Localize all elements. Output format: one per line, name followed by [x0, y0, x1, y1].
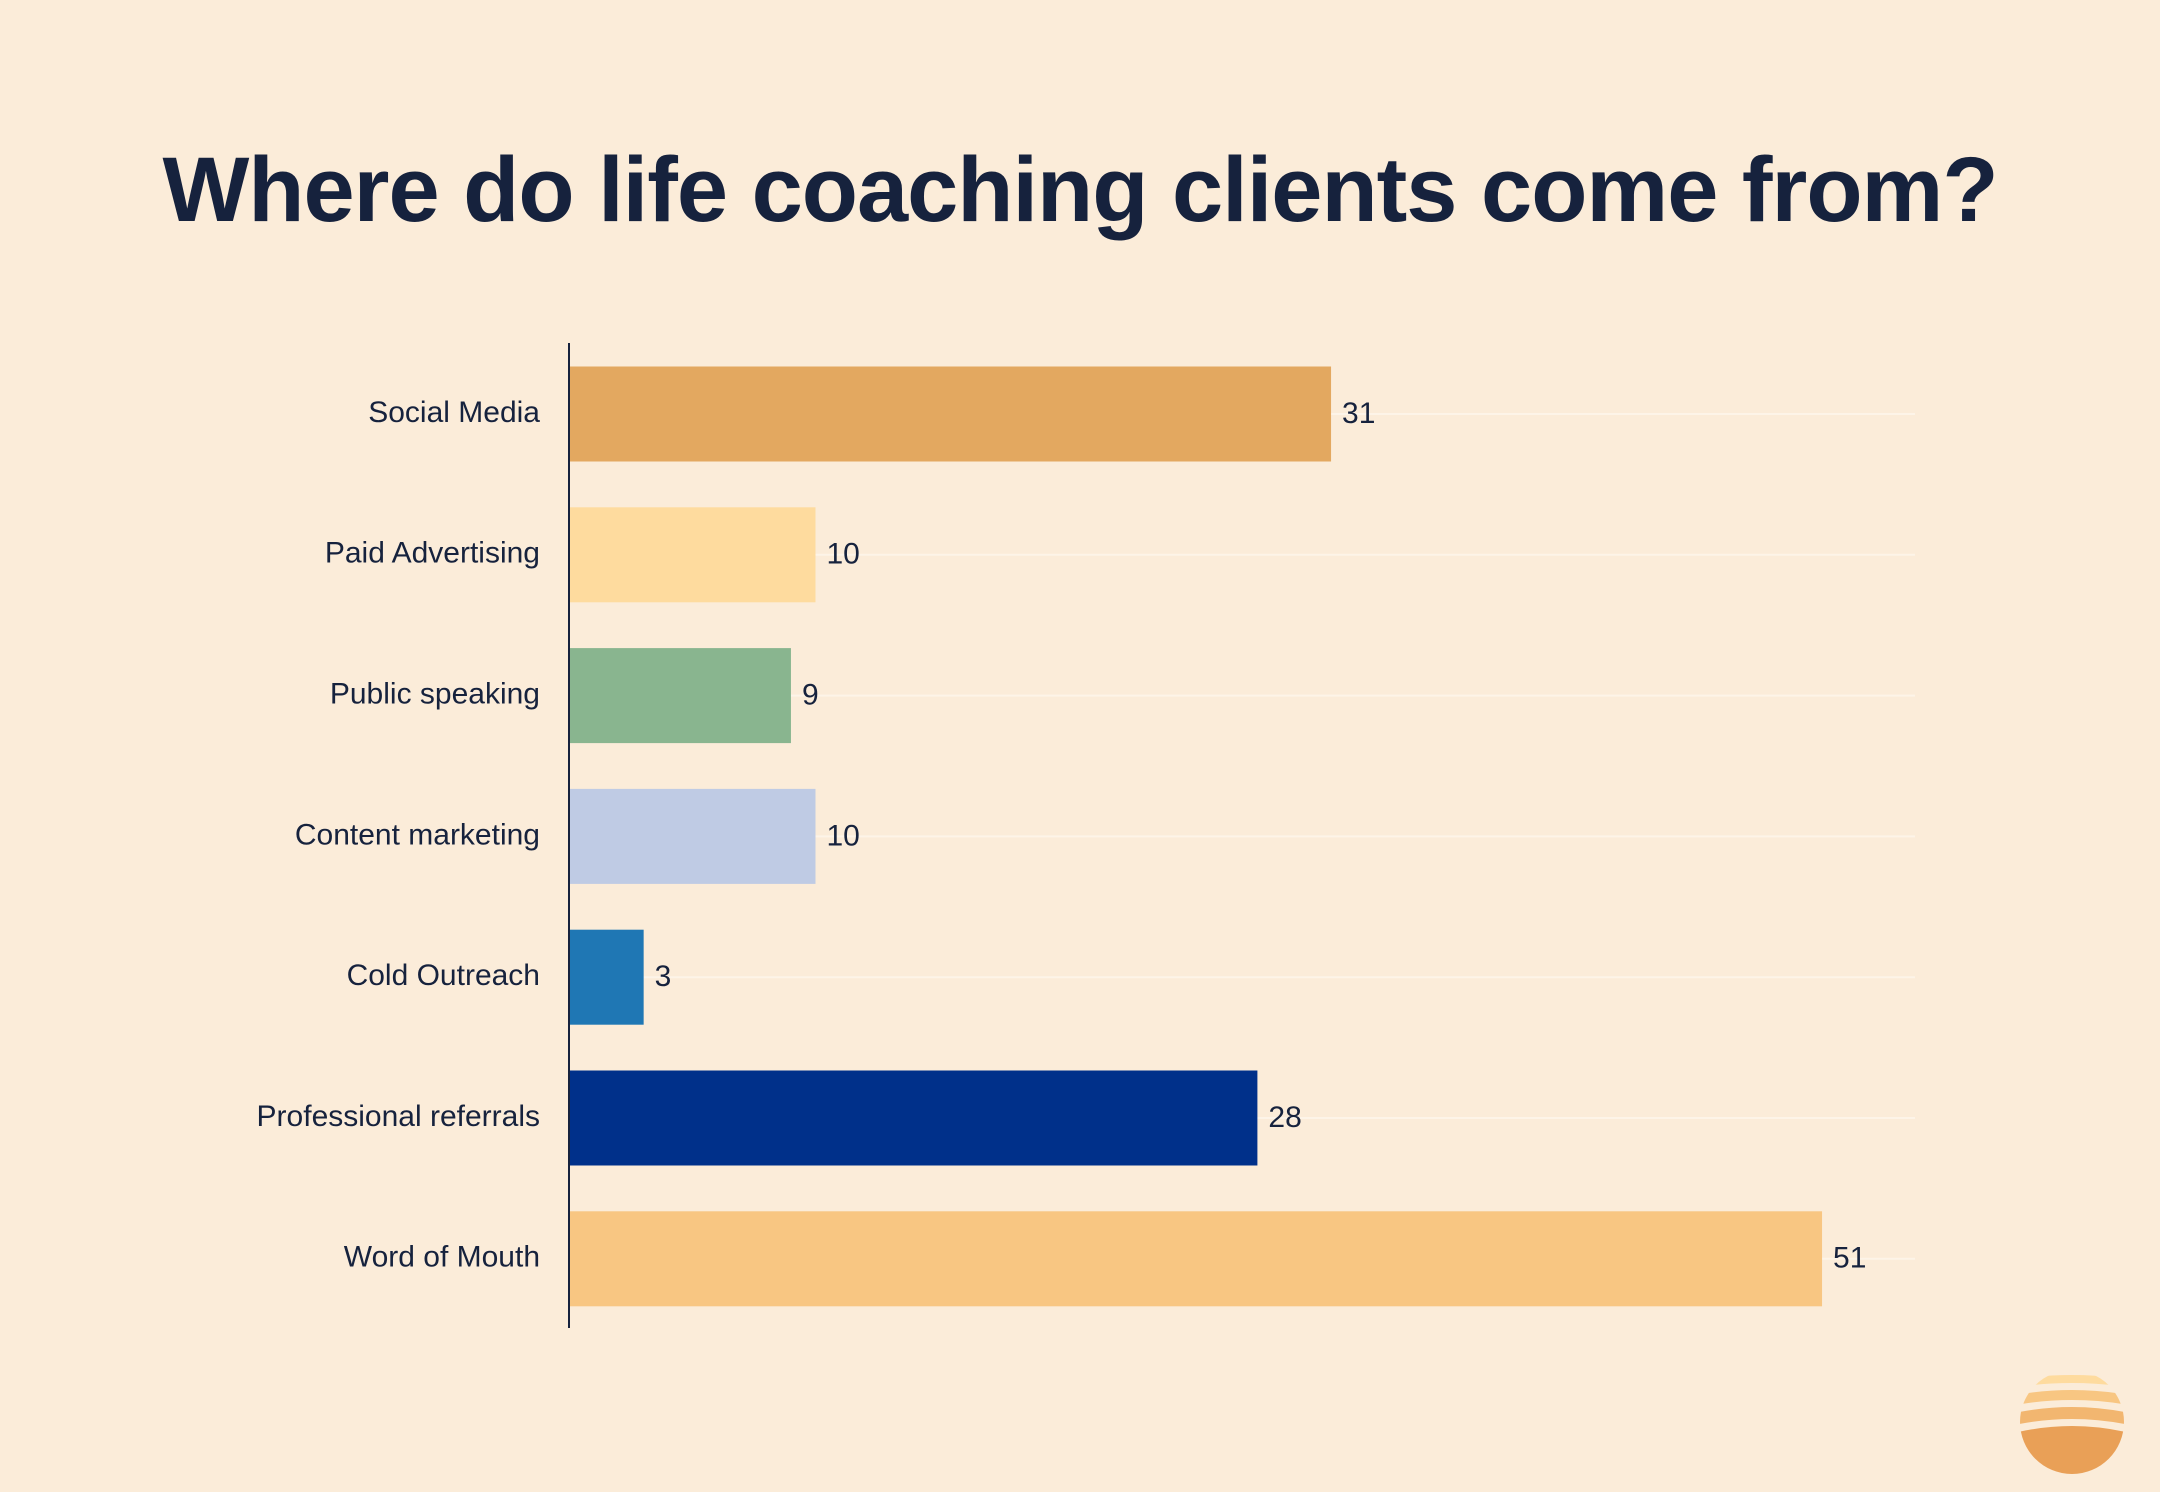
- bar-content-marketing: [570, 788, 816, 884]
- value-label: 31: [1342, 397, 1375, 430]
- category-label: Word of Mouth: [344, 1241, 540, 1274]
- category-label: Professional referrals: [257, 1100, 540, 1133]
- category-labels: Social Media Paid Advertising Public speak…: [257, 396, 541, 1274]
- sun-waves-logo-icon: [2020, 1375, 2124, 1474]
- category-label: Cold Outreach: [347, 959, 540, 992]
- bar-cold-outreach: [570, 929, 644, 1025]
- bars: [570, 366, 1823, 1307]
- value-label: 10: [827, 819, 860, 852]
- category-label: Social Media: [368, 396, 540, 429]
- bar-public-speaking: [570, 648, 791, 744]
- value-label: 10: [827, 538, 860, 571]
- value-label: 51: [1833, 1242, 1866, 1275]
- bar-social-media: [570, 366, 1332, 462]
- category-label: Content marketing: [295, 818, 540, 851]
- category-label: Public speaking: [330, 678, 540, 711]
- chart-title: Where do life coaching clients come from…: [162, 139, 1998, 241]
- bar-word-of-mouth: [570, 1211, 1823, 1307]
- bar-paid-advertising: [570, 507, 816, 603]
- bar-professional-referrals: [570, 1070, 1258, 1166]
- category-label: Paid Advertising: [325, 537, 540, 570]
- value-label: 9: [802, 679, 819, 712]
- value-labels: 31 10 9 10 3 28 51: [655, 397, 1867, 1275]
- value-label: 3: [655, 960, 672, 993]
- value-label: 28: [1268, 1101, 1301, 1134]
